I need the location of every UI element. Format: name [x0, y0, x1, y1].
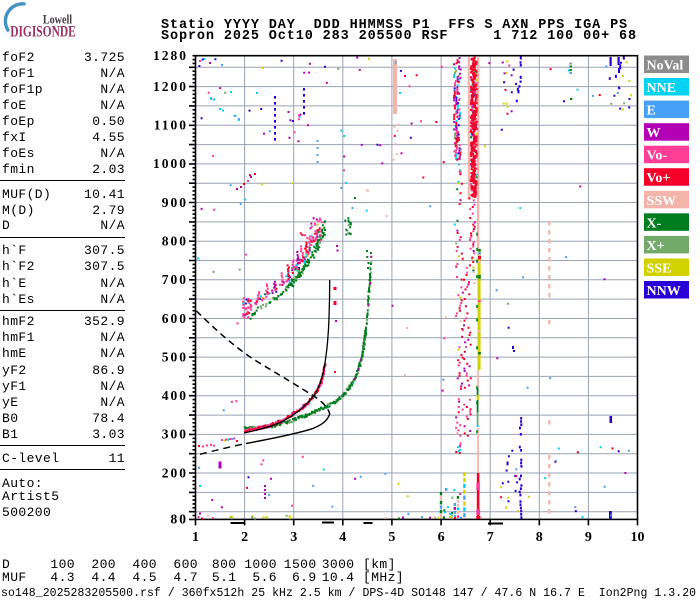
svg-text:4: 4	[339, 530, 346, 545]
svg-text:500: 500	[162, 349, 188, 364]
svg-text:5: 5	[388, 530, 395, 545]
svg-text:7: 7	[487, 530, 494, 545]
svg-text:E: E	[647, 104, 656, 119]
svg-text:600: 600	[162, 311, 188, 326]
svg-text:200: 200	[162, 465, 188, 480]
svg-text:SSW: SSW	[647, 194, 677, 209]
svg-text:SSE: SSE	[647, 262, 672, 277]
svg-text:1280: 1280	[153, 48, 188, 63]
svg-text:X+: X+	[647, 239, 665, 254]
svg-text:300: 300	[162, 427, 188, 442]
svg-text:NoVal: NoVal	[647, 59, 684, 74]
svg-text:NNW: NNW	[647, 284, 681, 299]
svg-text:Vo-: Vo-	[647, 149, 668, 164]
svg-text:80: 80	[171, 512, 189, 527]
svg-text:2: 2	[241, 530, 248, 545]
svg-text:W: W	[647, 126, 661, 141]
svg-text:800: 800	[162, 234, 188, 249]
svg-text:Lowell: Lowell	[43, 12, 73, 26]
svg-text:Vo+: Vo+	[647, 171, 671, 186]
svg-text:1200: 1200	[153, 79, 188, 94]
svg-text:NNE: NNE	[647, 81, 677, 96]
svg-text:700: 700	[162, 272, 188, 287]
svg-text:10: 10	[631, 530, 645, 545]
svg-text:DIGISONDE: DIGISONDE	[10, 23, 76, 40]
svg-text:6: 6	[438, 530, 445, 545]
svg-text:900: 900	[162, 195, 188, 210]
svg-text:3: 3	[290, 530, 297, 545]
svg-text:1: 1	[192, 530, 199, 545]
svg-text:1100: 1100	[154, 118, 188, 133]
svg-text:1000: 1000	[153, 156, 188, 171]
svg-text:8: 8	[536, 530, 543, 545]
svg-text:9: 9	[585, 530, 592, 545]
svg-text:400: 400	[162, 388, 188, 403]
svg-text:X-: X-	[647, 216, 662, 231]
